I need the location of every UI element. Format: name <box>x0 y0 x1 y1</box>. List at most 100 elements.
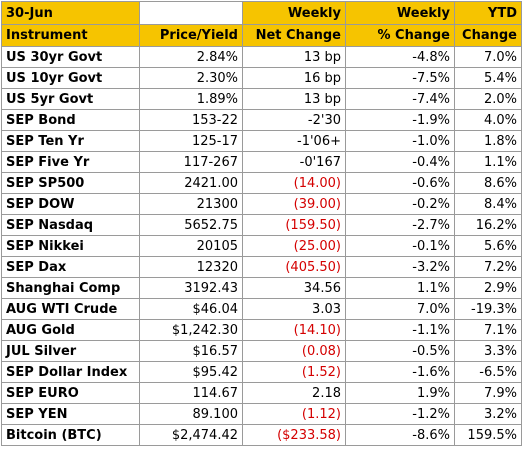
net-change-cell: (14.10) <box>242 319 346 341</box>
instrument-cell: SEP Ten Yr <box>1 130 140 152</box>
ytd-change-cell: 7.0% <box>454 46 522 68</box>
header-row-top: 30-Jun Weekly Weekly YTD <box>1 1 522 25</box>
net-change-cell: (1.12) <box>242 403 346 425</box>
price-cell: $46.04 <box>139 298 243 320</box>
instrument-cell: SEP Dax <box>1 256 140 278</box>
ytd-change-cell: 1.8% <box>454 130 522 152</box>
ytd-change-cell: -6.5% <box>454 361 522 383</box>
pct-change-cell: 1.1% <box>345 277 455 299</box>
ytd-change-cell: 2.9% <box>454 277 522 299</box>
instrument-header: Instrument <box>1 24 140 47</box>
net-change-cell: (14.00) <box>242 172 346 194</box>
ytd-change-cell: 2.0% <box>454 88 522 110</box>
ytd-change-cell: 5.4% <box>454 67 522 89</box>
price-cell: 125-17 <box>139 130 243 152</box>
net-change-cell: 13 bp <box>242 88 346 110</box>
pct-header: % Change <box>345 24 455 47</box>
price-header-top <box>139 1 243 25</box>
pct-change-cell: -7.4% <box>345 88 455 110</box>
net-header: Net Change <box>242 24 346 47</box>
ytd-change-cell: 7.2% <box>454 256 522 278</box>
net-change-cell: 34.56 <box>242 277 346 299</box>
instrument-cell: US 5yr Govt <box>1 88 140 110</box>
instrument-cell: SEP Dollar Index <box>1 361 140 383</box>
table-row: SEP Five Yr 117-267 -0'167 -0.4% 1.1% <box>1 151 522 173</box>
table-row: JUL Silver $16.57 (0.08) -0.5% 3.3% <box>1 340 522 362</box>
table-row: AUG Gold $1,242.30 (14.10) -1.1% 7.1% <box>1 319 522 341</box>
instrument-cell: AUG WTI Crude <box>1 298 140 320</box>
instrument-cell: SEP Bond <box>1 109 140 131</box>
net-change-cell: ($233.58) <box>242 424 346 446</box>
net-change-cell: (25.00) <box>242 235 346 257</box>
pct-change-cell: -0.2% <box>345 193 455 215</box>
instrument-cell: SEP Nasdaq <box>1 214 140 236</box>
price-cell: 2421.00 <box>139 172 243 194</box>
pct-change-cell: -4.8% <box>345 46 455 68</box>
table-row: SEP Dax 12320 (405.50) -3.2% 7.2% <box>1 256 522 278</box>
pct-change-cell: -8.6% <box>345 424 455 446</box>
table-row: Bitcoin (BTC) $2,474.42 ($233.58) -8.6% 159.… <box>1 424 522 446</box>
net-change-cell: (0.08) <box>242 340 346 362</box>
instrument-cell: SEP SP500 <box>1 172 140 194</box>
pct-change-cell: -0.6% <box>345 172 455 194</box>
table-row: SEP Dollar Index $95.42 (1.52) -1.6% -6.5% <box>1 361 522 383</box>
price-cell: 3192.43 <box>139 277 243 299</box>
market-summary-table: 30-Jun Weekly Weekly YTD Instrument Pric… <box>1 1 522 446</box>
net-change-cell: 2.18 <box>242 382 346 404</box>
pct-change-cell: -1.0% <box>345 130 455 152</box>
price-cell: 21300 <box>139 193 243 215</box>
price-cell: $16.57 <box>139 340 243 362</box>
ytd-change-cell: -19.3% <box>454 298 522 320</box>
ytd-change-cell: 1.1% <box>454 151 522 173</box>
price-header: Price/Yield <box>139 24 243 47</box>
table-row: SEP DOW 21300 (39.00) -0.2% 8.4% <box>1 193 522 215</box>
price-cell: 2.30% <box>139 67 243 89</box>
pct-change-cell: 7.0% <box>345 298 455 320</box>
net-change-cell: (1.52) <box>242 361 346 383</box>
table-row: US 10yr Govt 2.30% 16 bp -7.5% 5.4% <box>1 67 522 89</box>
price-cell: $95.42 <box>139 361 243 383</box>
ytd-change-cell: 5.6% <box>454 235 522 257</box>
ytd-change-cell: 7.9% <box>454 382 522 404</box>
net-header-top: Weekly <box>242 1 346 25</box>
pct-change-cell: -1.9% <box>345 109 455 131</box>
net-change-cell: 13 bp <box>242 46 346 68</box>
price-cell: $2,474.42 <box>139 424 243 446</box>
ytd-change-cell: 16.2% <box>454 214 522 236</box>
net-change-cell: -1'06+ <box>242 130 346 152</box>
price-cell: $1,242.30 <box>139 319 243 341</box>
price-cell: 114.67 <box>139 382 243 404</box>
instrument-cell: SEP Five Yr <box>1 151 140 173</box>
net-change-cell: (159.50) <box>242 214 346 236</box>
ytd-header-top: YTD <box>454 1 522 25</box>
pct-change-cell: -0.5% <box>345 340 455 362</box>
table-row: SEP Bond 153-22 -2'30 -1.9% 4.0% <box>1 109 522 131</box>
table-row: SEP Nasdaq 5652.75 (159.50) -2.7% 16.2% <box>1 214 522 236</box>
price-cell: 2.84% <box>139 46 243 68</box>
ytd-change-cell: 8.4% <box>454 193 522 215</box>
instrument-cell: Bitcoin (BTC) <box>1 424 140 446</box>
table-row: SEP Ten Yr 125-17 -1'06+ -1.0% 1.8% <box>1 130 522 152</box>
date-cell: 30-Jun <box>1 1 140 25</box>
table-row: Shanghai Comp 3192.43 34.56 1.1% 2.9% <box>1 277 522 299</box>
pct-change-cell: -0.4% <box>345 151 455 173</box>
instrument-cell: SEP EURO <box>1 382 140 404</box>
pct-change-cell: -7.5% <box>345 67 455 89</box>
pct-change-cell: -2.7% <box>345 214 455 236</box>
ytd-change-cell: 8.6% <box>454 172 522 194</box>
price-cell: 89.100 <box>139 403 243 425</box>
instrument-cell: Shanghai Comp <box>1 277 140 299</box>
pct-change-cell: -3.2% <box>345 256 455 278</box>
table-row: SEP YEN 89.100 (1.12) -1.2% 3.2% <box>1 403 522 425</box>
ytd-change-cell: 4.0% <box>454 109 522 131</box>
instrument-cell: SEP DOW <box>1 193 140 215</box>
pct-change-cell: -0.1% <box>345 235 455 257</box>
ytd-change-cell: 159.5% <box>454 424 522 446</box>
net-change-cell: -2'30 <box>242 109 346 131</box>
price-cell: 153-22 <box>139 109 243 131</box>
pct-change-cell: -1.6% <box>345 361 455 383</box>
pct-change-cell: -1.1% <box>345 319 455 341</box>
header-row-bottom: Instrument Price/Yield Net Change % Chan… <box>1 24 522 47</box>
price-cell: 12320 <box>139 256 243 278</box>
instrument-cell: US 10yr Govt <box>1 67 140 89</box>
